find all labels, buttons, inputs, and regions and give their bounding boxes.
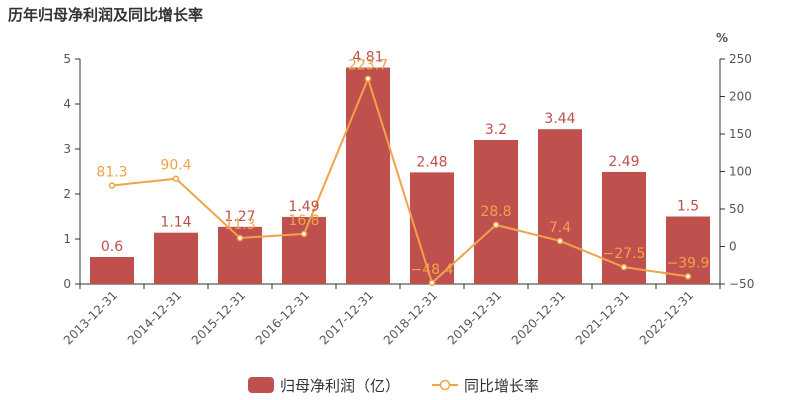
bar — [346, 67, 390, 284]
x-tick-label: 2017-12-31 — [317, 288, 376, 347]
bar-data-label: 1.49 — [288, 199, 319, 215]
x-tick-label: 2014-12-31 — [125, 288, 184, 347]
bar — [282, 216, 326, 284]
y-right-tick-label: 200 — [729, 90, 752, 104]
growth-data-label: 90.4 — [160, 158, 191, 174]
growth-data-label: 11.3 — [224, 217, 255, 233]
growth-point — [364, 75, 372, 82]
y-right-tick-label: 150 — [729, 127, 752, 141]
bar — [666, 216, 710, 284]
growth-point — [108, 182, 116, 189]
growth-point — [684, 273, 692, 280]
chart-title: 历年归母净利润及同比增长率 — [8, 6, 204, 24]
growth-point — [428, 279, 436, 287]
bar — [474, 140, 518, 284]
y-left-tick-label: 2 — [63, 187, 71, 201]
y-right-tick-label: 0 — [729, 240, 737, 254]
y-right-tick-label: −50 — [729, 277, 754, 291]
growth-point — [236, 234, 244, 242]
legend-bar-label: 归母净利润（亿） — [280, 377, 400, 395]
x-tick-label: 2020-12-31 — [509, 288, 568, 347]
growth-data-label: −48.4 — [411, 262, 454, 278]
growth-data-label: 28.8 — [480, 204, 511, 220]
y-right-tick-label: 100 — [729, 165, 752, 179]
y-left-tick-label: 0 — [63, 277, 71, 291]
bar — [90, 257, 134, 284]
growth-data-label: 7.4 — [549, 220, 571, 236]
y-left-tick-label: 1 — [63, 232, 71, 246]
bar-data-label: 2.49 — [608, 154, 639, 170]
bar — [410, 172, 454, 284]
bar-data-label: 0.6 — [101, 239, 123, 255]
growth-data-label: 81.3 — [96, 165, 127, 181]
growth-point — [492, 221, 500, 229]
y-right-axis-label: % — [716, 31, 728, 45]
bar — [538, 129, 582, 284]
legend-line-marker — [439, 379, 451, 391]
growth-point — [556, 237, 564, 245]
bar-data-label: 1.5 — [677, 199, 699, 215]
bar-data-label: 4.81 — [352, 50, 383, 66]
y-right-tick-label: 50 — [729, 202, 744, 216]
bar-data-label: 2.48 — [416, 154, 447, 170]
growth-data-label: −27.5 — [603, 246, 646, 262]
legend-line-label: 同比增长率 — [464, 377, 539, 395]
y-left-tick-label: 4 — [63, 97, 71, 111]
growth-data-label: 16.8 — [288, 213, 319, 229]
x-tick-label: 2021-12-31 — [573, 288, 632, 347]
x-tick-label: 2022-12-31 — [637, 288, 696, 347]
legend-bar-swatch — [248, 377, 274, 393]
y-left-tick-label: 5 — [63, 52, 71, 66]
bar-data-label: 1.14 — [160, 215, 191, 231]
x-tick-label: 2019-12-31 — [445, 288, 504, 347]
bar-data-label: 1.27 — [224, 209, 255, 225]
growth-point — [172, 175, 180, 182]
x-tick-label: 2015-12-31 — [189, 288, 248, 347]
y-right-tick-label: 250 — [729, 52, 752, 66]
bar-data-label: 3.44 — [544, 111, 575, 127]
x-tick-label: 2018-12-31 — [381, 288, 440, 347]
x-tick-label: 2013-12-31 — [61, 288, 120, 347]
growth-data-label: 223.7 — [348, 58, 388, 74]
bar — [154, 232, 198, 284]
growth-data-label: −39.9 — [667, 255, 710, 271]
growth-point — [300, 230, 308, 238]
growth-line — [111, 75, 689, 285]
x-tick-label: 2016-12-31 — [253, 288, 312, 347]
bar-data-label: 3.2 — [485, 122, 507, 138]
y-left-tick-label: 3 — [63, 142, 71, 156]
growth-point — [620, 263, 628, 271]
